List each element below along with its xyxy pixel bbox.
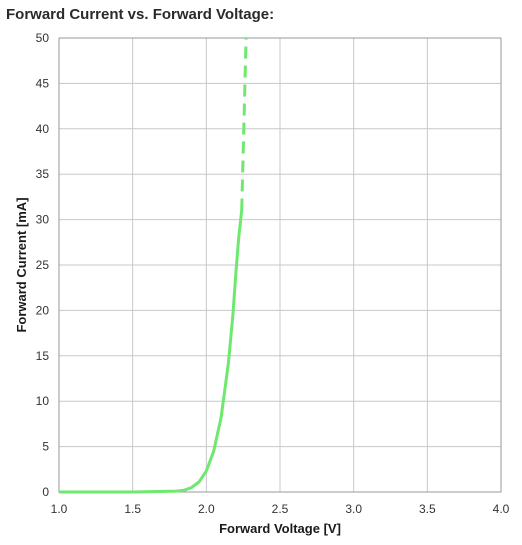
x-axis-ticks: 1.0 1.5 2.0 2.5 3.0 3.5 4.0 <box>51 502 510 516</box>
y-tick-label: 25 <box>36 258 50 272</box>
series-line-dashed-1 <box>240 37 248 211</box>
plot-frame <box>58 37 502 493</box>
x-tick-label: 1.0 <box>51 502 68 516</box>
x-tick-label: 1.5 <box>124 502 141 516</box>
x-tick-label: 2.5 <box>272 502 289 516</box>
series <box>59 37 248 494</box>
series-line-0 <box>59 210 244 494</box>
x-axis-title: Forward Voltage [V] <box>219 521 341 536</box>
x-tick-label: 4.0 <box>493 502 510 516</box>
y-axis-title: Forward Current [mA] <box>14 197 29 332</box>
x-tick-label: 2.0 <box>198 502 215 516</box>
x-tick-label: 3.5 <box>419 502 436 516</box>
x-tick-label: 3.0 <box>345 502 362 516</box>
y-tick-label: 35 <box>36 167 50 181</box>
y-tick-label: 5 <box>42 440 49 454</box>
y-tick-label: 40 <box>36 122 50 136</box>
y-tick-label: 45 <box>36 76 50 90</box>
chart-title: Forward Current vs. Forward Voltage: <box>6 6 275 23</box>
y-tick-label: 15 <box>36 349 50 363</box>
y-tick-label: 20 <box>36 303 50 317</box>
y-tick-label: 30 <box>36 213 50 227</box>
y-tick-label: 50 <box>36 31 50 45</box>
y-axis-ticks: 0 5 10 15 20 25 30 35 40 45 50 <box>36 31 50 499</box>
y-tick-label: 0 <box>42 485 49 499</box>
y-tick-label: 10 <box>36 394 50 408</box>
grid <box>58 37 502 493</box>
